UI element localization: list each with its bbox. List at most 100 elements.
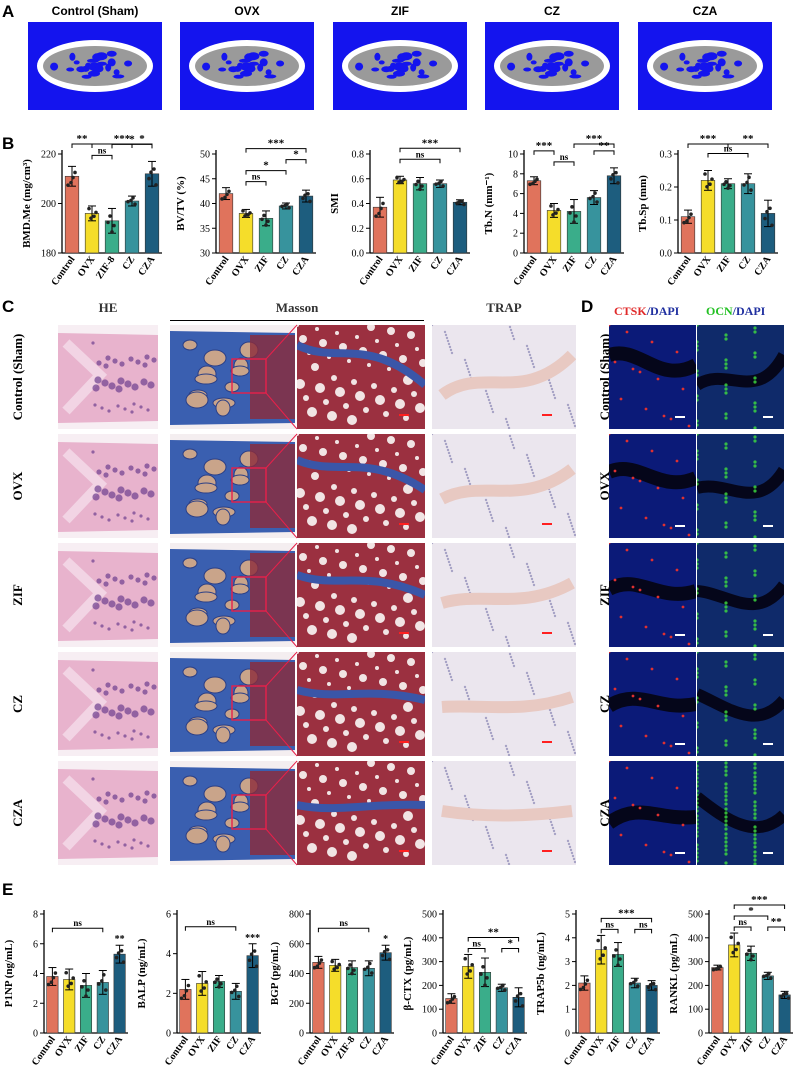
ocn-label: OCN [706,304,733,318]
data-point [598,957,602,961]
data-point [380,953,385,958]
y-tick-label: 0 [299,1029,304,1040]
significance-label: * [139,133,145,145]
data-point [591,194,595,199]
data-point [729,935,733,940]
data-point [387,957,392,962]
data-point [570,205,574,209]
data-point [64,970,68,975]
significance-label: ns [252,172,261,182]
x-tick-label: CZA [444,254,466,278]
significance-bracket [600,917,653,923]
y-tick-label: 0.8 [352,150,365,161]
significance-label: *** [586,133,603,145]
data-point [147,176,151,181]
significance-bracket [467,936,520,942]
y-tick-label: 0.2 [660,183,673,194]
y-tick-label: 0.3 [660,150,673,161]
bar [412,183,428,254]
trap-stain-image [432,325,576,429]
bar [362,967,375,1034]
data-point [184,988,189,993]
data-point [528,182,532,187]
masson-zoom-image [297,652,425,756]
x-tick-label: CZA [503,1034,525,1058]
y-tick-label: 4 [513,209,518,220]
bar [278,205,294,254]
data-point [69,180,73,185]
data-point [479,972,483,976]
significance-label: ns [416,149,425,159]
data-point [315,964,320,968]
data-point [747,175,751,180]
data-point [768,206,772,211]
panel-b-label: B [2,134,15,153]
data-point [317,961,322,965]
data-point [266,219,270,224]
significance-label: ns [73,918,82,928]
data-point [104,988,108,992]
data-point [69,981,73,986]
y-tick-label: 0 [513,249,518,260]
significance-label: * [129,133,135,145]
ocn-dapi-image [697,652,784,756]
data-point [382,949,387,954]
masson-zoom-image [297,434,425,538]
bar [329,965,342,1034]
y-tick-label: 1 [565,1005,570,1016]
data-point [100,979,104,983]
data-point [651,981,656,986]
data-point [92,214,96,219]
panel-c-label: C [2,297,15,316]
data-point [416,179,420,184]
data-point [588,196,592,201]
data-point [445,1000,450,1005]
y-tick-label: 200 [41,199,56,210]
data-point [483,983,487,987]
dapi-label-2: /DAPI [732,304,766,318]
data-point [724,179,728,184]
masson-stain-image [170,761,295,865]
data-point [66,984,70,988]
panel-e-label: E [2,880,14,899]
significance-label: ** [771,916,783,928]
data-point [462,202,466,207]
data-point [614,170,618,175]
data-point [518,991,523,996]
data-point [366,965,370,970]
data-point [437,181,441,186]
significance-label: ns [639,919,648,929]
y-tick-label: 4 [565,933,570,944]
bar [700,180,716,254]
data-point [765,209,769,214]
ct-title: ZIF [391,4,409,18]
x-tick-label: CZA [370,1034,392,1058]
y-axis-label: β-CTX (pg/mL) [402,936,414,1010]
bar [744,952,758,1034]
data-point [346,966,350,971]
data-point [254,964,259,969]
significance-label: ns [560,152,569,162]
data-point [381,201,385,206]
bar [645,985,658,1034]
data-point [687,215,691,220]
y-tick-label: 50 [200,150,210,161]
x-tick-label: CZA [636,1034,658,1058]
data-point [152,167,156,171]
y-tick-label: 600 [289,939,304,950]
data-point [531,181,535,186]
y-tick-label: 2 [565,981,570,992]
significance-label: * [748,905,754,917]
data-point [448,999,453,1004]
data-point [736,941,740,946]
data-point [452,994,457,999]
zoom-box [231,467,267,503]
x-tick-label: CZ [274,254,291,272]
data-point [230,990,234,995]
data-point [465,972,469,976]
bar [495,987,508,1034]
data-point [223,195,227,200]
y-tick-label: 200 [289,999,304,1010]
